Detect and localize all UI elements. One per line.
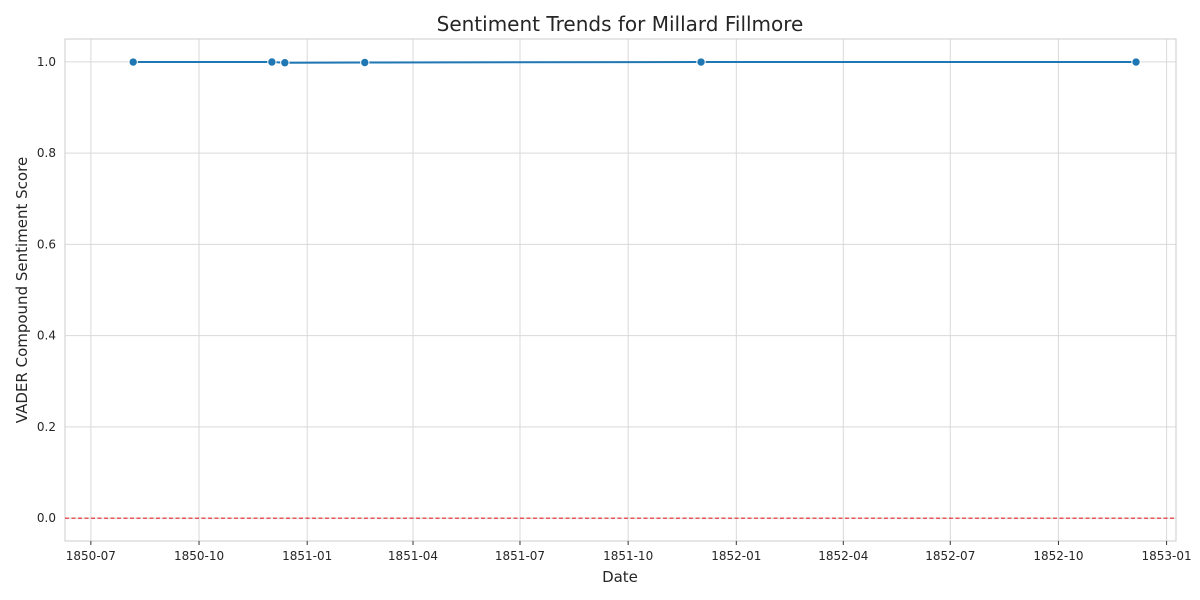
series-line [133,61,1137,64]
x-tick-label: 1851-10 [603,549,653,563]
x-tick-label: 1853-01 [1142,549,1192,563]
data-point [360,57,370,68]
y-tick-label: 0.0 [37,511,56,525]
y-tick-label: 0.6 [37,237,56,251]
x-tick-label: 1852-01 [711,549,761,563]
x-tick-label: 1852-04 [818,549,868,563]
x-axis-title: Date [602,568,638,586]
y-tick-label: 1.0 [37,55,56,69]
x-tick-label: 1851-07 [495,549,545,563]
x-tick-label: 1852-10 [1033,549,1083,563]
chart-title: Sentiment Trends for Millard Fillmore [437,12,804,36]
data-point [696,57,706,67]
x-tick-label: 1852-07 [925,549,975,563]
x-tick-label: 1851-04 [388,549,438,563]
y-axis-title: VADER Compound Sentiment Score [13,157,31,423]
y-tick-label: 0.2 [37,420,56,434]
y-tick-label: 0.4 [37,329,56,343]
plot-frame [64,38,1177,542]
x-tick-label: 1851-01 [282,549,332,563]
x-tick-label: 1850-07 [66,549,116,563]
y-tick-label: 0.8 [37,146,56,160]
plot-area: 0.0 0.2 0.4 0.6 0.8 1.0 1850-07 1850-10 1851-01 1… [37,38,1192,563]
data-point [1131,57,1141,67]
data-point [267,57,277,67]
x-tick-label: 1850-10 [174,549,224,563]
data-point [280,58,290,68]
data-point [128,57,138,67]
